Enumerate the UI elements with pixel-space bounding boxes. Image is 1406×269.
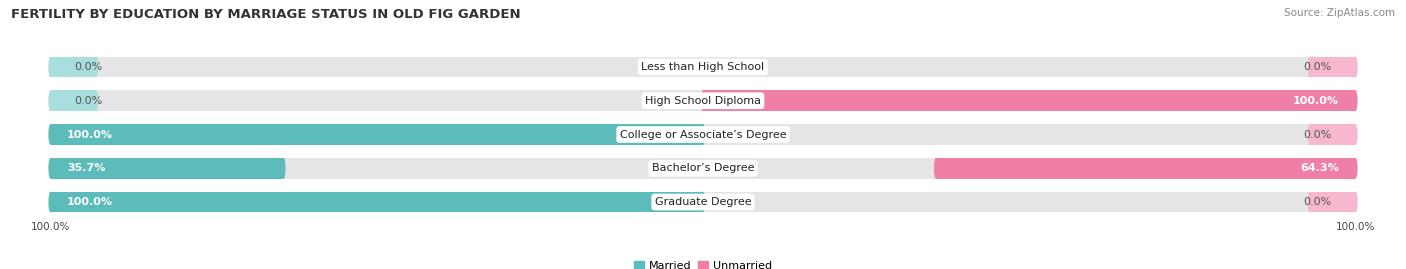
Circle shape: [1354, 124, 1358, 145]
Bar: [51, 124, 703, 145]
Circle shape: [702, 90, 704, 111]
Legend: Married, Unmarried: Married, Unmarried: [630, 256, 776, 269]
Circle shape: [1354, 192, 1358, 213]
Circle shape: [934, 158, 938, 179]
Bar: [51, 158, 284, 179]
Bar: [51, 124, 1355, 145]
Bar: [703, 90, 1355, 111]
Circle shape: [48, 192, 52, 213]
Circle shape: [1354, 56, 1358, 77]
Circle shape: [1308, 124, 1312, 145]
Text: Less than High School: Less than High School: [641, 62, 765, 72]
Bar: [51, 192, 703, 213]
Circle shape: [1354, 90, 1358, 111]
Circle shape: [702, 192, 704, 213]
Circle shape: [94, 90, 98, 111]
Text: 35.7%: 35.7%: [67, 163, 105, 173]
Circle shape: [281, 158, 285, 179]
Circle shape: [48, 124, 52, 145]
Text: FERTILITY BY EDUCATION BY MARRIAGE STATUS IN OLD FIG GARDEN: FERTILITY BY EDUCATION BY MARRIAGE STATU…: [11, 8, 520, 21]
Text: 0.0%: 0.0%: [75, 96, 103, 106]
Bar: [1310, 124, 1355, 145]
Circle shape: [1354, 124, 1358, 145]
Circle shape: [48, 90, 52, 111]
Text: 100.0%: 100.0%: [31, 222, 70, 232]
Circle shape: [1354, 90, 1358, 111]
Circle shape: [1308, 56, 1312, 77]
Circle shape: [94, 56, 98, 77]
Text: Source: ZipAtlas.com: Source: ZipAtlas.com: [1284, 8, 1395, 18]
Text: 64.3%: 64.3%: [1301, 163, 1339, 173]
Circle shape: [48, 56, 52, 77]
Bar: [51, 90, 1355, 111]
Bar: [51, 192, 1355, 213]
Text: Bachelor’s Degree: Bachelor’s Degree: [652, 163, 754, 173]
Bar: [51, 56, 96, 77]
Bar: [936, 158, 1355, 179]
Circle shape: [48, 158, 52, 179]
Text: 0.0%: 0.0%: [75, 62, 103, 72]
Circle shape: [48, 192, 52, 213]
Circle shape: [1354, 158, 1358, 179]
Circle shape: [1308, 192, 1312, 213]
Text: 0.0%: 0.0%: [1303, 62, 1331, 72]
Circle shape: [48, 124, 52, 145]
Bar: [51, 56, 1355, 77]
Text: 100.0%: 100.0%: [67, 197, 112, 207]
Circle shape: [48, 158, 52, 179]
Circle shape: [1354, 192, 1358, 213]
Bar: [51, 158, 1355, 179]
Text: Graduate Degree: Graduate Degree: [655, 197, 751, 207]
Circle shape: [1354, 158, 1358, 179]
Bar: [1310, 56, 1355, 77]
Text: College or Associate’s Degree: College or Associate’s Degree: [620, 129, 786, 140]
Text: High School Diploma: High School Diploma: [645, 96, 761, 106]
Text: 0.0%: 0.0%: [1303, 197, 1331, 207]
Text: 0.0%: 0.0%: [1303, 129, 1331, 140]
Text: 100.0%: 100.0%: [1294, 96, 1339, 106]
Text: 100.0%: 100.0%: [67, 129, 112, 140]
Bar: [1310, 192, 1355, 213]
Circle shape: [48, 90, 52, 111]
Circle shape: [48, 56, 52, 77]
Circle shape: [1354, 56, 1358, 77]
Circle shape: [702, 124, 704, 145]
Bar: [51, 90, 96, 111]
Text: 100.0%: 100.0%: [1336, 222, 1375, 232]
